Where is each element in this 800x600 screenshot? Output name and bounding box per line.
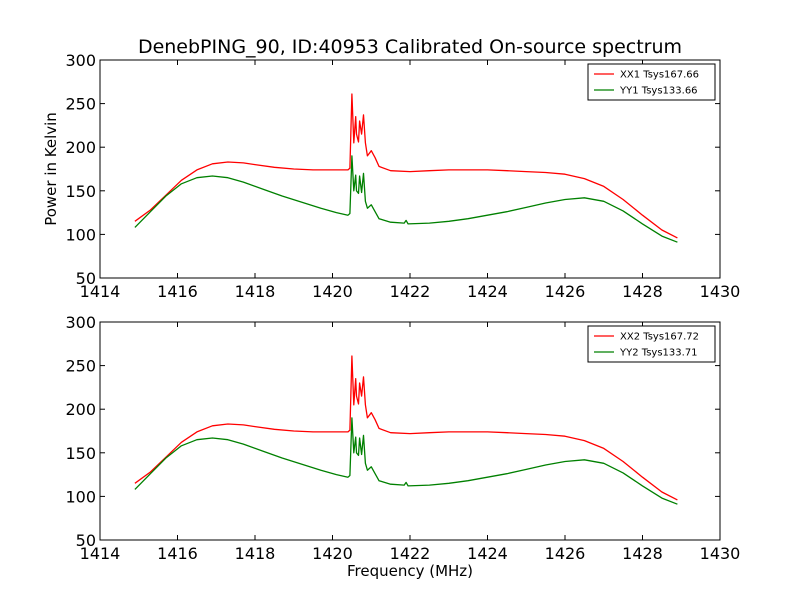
legend-label: XX1 Tsys167.66	[620, 70, 699, 81]
y-tick-label: 250	[65, 357, 96, 376]
y-tick-label: 150	[65, 182, 96, 201]
x-tick-label: 1422	[390, 544, 431, 563]
legend-label: YY1 Tsys133.66	[619, 86, 698, 97]
y-tick-label: 150	[65, 444, 96, 463]
y-tick-label: 100	[65, 225, 96, 244]
x-axis-label: Frequency (MHz)	[347, 562, 473, 580]
series-line-yy2	[134, 417, 678, 505]
x-tick-label: 1414	[80, 544, 121, 563]
y-tick-label: 300	[65, 51, 96, 70]
x-tick-label: 1426	[545, 544, 586, 563]
x-tick-label: 1416	[157, 282, 198, 301]
y-axis-label: Power in Kelvin	[42, 112, 60, 226]
x-tick-label: 1422	[390, 282, 431, 301]
series-line-yy1	[134, 155, 678, 243]
x-tick-label: 1416	[157, 544, 198, 563]
x-tick-label: 1420	[312, 544, 353, 563]
legend-box	[587, 325, 716, 363]
plot-bottom: 1414 1416 1418 1420 1422 1424 1426 1428 1430 50 10…	[65, 313, 740, 563]
legend-box	[587, 63, 716, 101]
x-tick-label: 1428	[622, 544, 663, 563]
x-tick-label: 1424	[467, 282, 508, 301]
y-tick-label: 300	[65, 313, 96, 332]
y-tick-label: 100	[65, 487, 96, 506]
x-tick-label: 1420	[312, 282, 353, 301]
y-tick-label: 50	[76, 531, 96, 550]
y-tick-label: 250	[65, 95, 96, 114]
x-tick-label: 1430	[700, 282, 741, 301]
x-tick-label: 1428	[622, 282, 663, 301]
x-tick-label: 1426	[545, 282, 586, 301]
x-tick-label: 1418	[235, 544, 276, 563]
series-line-xx2	[134, 355, 678, 501]
x-tick-label: 1414	[80, 282, 121, 301]
x-tick-label: 1430	[700, 544, 741, 563]
y-tick-label: 200	[65, 138, 96, 157]
legend-label: XX2 Tsys167.72	[620, 332, 699, 343]
x-tick-label: 1418	[235, 282, 276, 301]
series-line-xx1	[134, 93, 678, 239]
x-tick-label: 1424	[467, 544, 508, 563]
y-tick-label: 50	[76, 269, 96, 288]
figure-title: DenebPING_90, ID:40953 Calibrated On-sou…	[138, 36, 682, 58]
y-tick-label: 200	[65, 400, 96, 419]
plot-top: 1414 1416 1418 1420 1422 1424 1426 1428 1430 50 10…	[65, 51, 740, 301]
legend-label: YY2 Tsys133.71	[619, 348, 698, 359]
